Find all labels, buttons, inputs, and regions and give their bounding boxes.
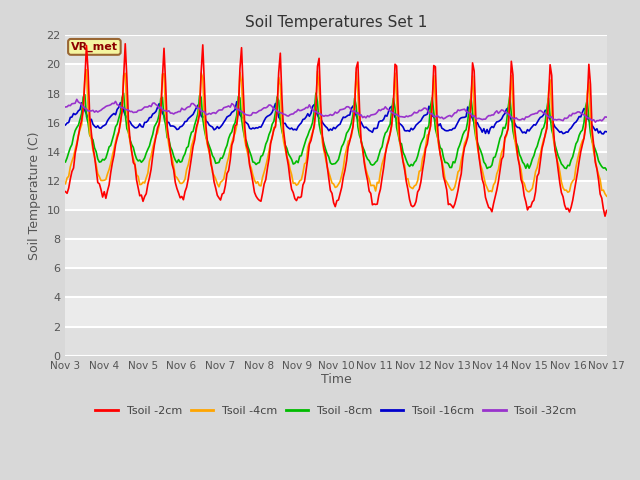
Bar	[65, 298, 607, 326]
Bar	[65, 123, 607, 152]
Bar	[65, 36, 607, 64]
Bar	[65, 152, 607, 181]
Bar	[65, 64, 607, 94]
Bar	[65, 326, 607, 356]
Y-axis label: Soil Temperature (C): Soil Temperature (C)	[28, 131, 41, 260]
Legend: Tsoil -2cm, Tsoil -4cm, Tsoil -8cm, Tsoil -16cm, Tsoil -32cm: Tsoil -2cm, Tsoil -4cm, Tsoil -8cm, Tsoi…	[91, 402, 581, 420]
X-axis label: Time: Time	[321, 373, 351, 386]
Bar	[65, 268, 607, 298]
Title: Soil Temperatures Set 1: Soil Temperatures Set 1	[245, 15, 428, 30]
Text: VR_met: VR_met	[71, 42, 118, 52]
Bar	[65, 210, 607, 239]
Bar	[65, 181, 607, 210]
Bar	[65, 94, 607, 123]
Bar	[65, 239, 607, 268]
